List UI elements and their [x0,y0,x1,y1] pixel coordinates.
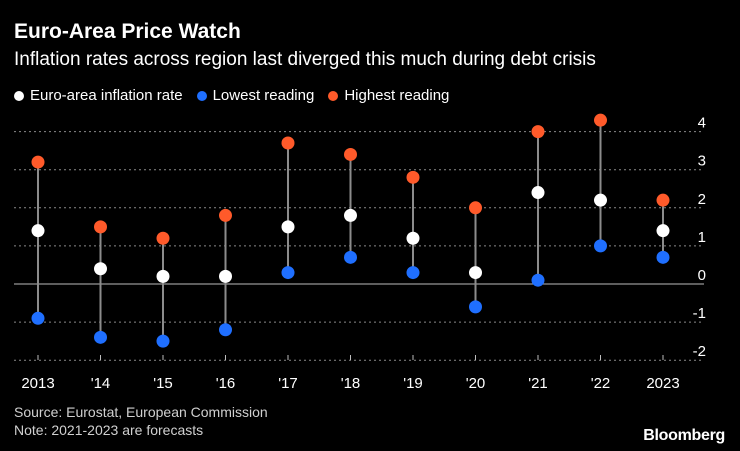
x-tick-label: 2013 [21,375,54,392]
legend-dot-blue [196,91,207,101]
highest-reading-point [469,201,482,215]
highest-reading-point [94,220,107,234]
lowest-reading-point [594,239,607,253]
legend-label-average: Euro-area inflation rate [30,87,183,104]
euro-area-inflation-point [594,193,607,207]
highest-reading-point [656,193,670,207]
highest-reading-point [594,113,607,127]
legend-dot-orange [328,91,339,101]
euro-area-inflation-point [656,224,670,238]
forecast-note: Note: 2021-2023 are forecasts [14,422,204,438]
euro-area-inflation-point [344,208,357,222]
y-tick-label: 3 [698,153,706,170]
lowest-reading-point [156,334,170,348]
x-tick-label: '14 [91,375,111,392]
lowest-reading-point [281,266,295,280]
x-tick-label: '21 [528,375,548,392]
euro-area-inflation-point [281,220,295,234]
euro-area-inflation-point [469,266,482,280]
y-tick-label: 4 [698,115,706,132]
highest-reading-point [281,136,295,150]
euro-area-inflation-point [531,186,545,200]
euro-area-inflation-point [406,231,420,245]
x-tick-label: '15 [153,375,173,392]
lowest-reading-point [656,250,670,264]
legend-label-lowest: Lowest reading [212,87,315,104]
x-tick-label: '19 [403,375,423,392]
legend-item-highest: Highest reading [328,86,449,106]
euro-area-inflation-point [156,269,170,283]
lowest-reading-point [344,250,357,264]
euro-area-inflation-point [31,224,45,238]
y-tick-label: 0 [698,267,706,284]
highest-reading-point [31,155,45,169]
lowest-reading-point [406,266,420,280]
x-tick-label: '16 [216,375,236,392]
x-tick-label: '17 [278,375,298,392]
highest-reading-point [531,125,545,139]
lowest-reading-point [531,273,545,287]
highest-reading-point [156,231,170,245]
highest-reading-point [344,147,357,161]
y-tick-label: -2 [693,343,706,360]
chart-subtitle: Inflation rates across region last diver… [14,49,596,70]
bloomberg-logo: Bloomberg [643,427,725,444]
euro-area-inflation-point [94,262,107,276]
highest-reading-point [219,208,232,222]
lowest-reading-point [94,330,107,344]
highest-reading-point [406,170,420,184]
source-note: Source: Eurostat, European Commission [14,404,268,420]
chart-title: Euro-Area Price Watch [14,20,241,43]
y-tick-label: 1 [698,229,706,246]
legend-item-average: Euro-area inflation rate [14,86,183,106]
lowest-reading-point [219,323,232,337]
y-tick-label: 2 [698,191,706,208]
lowest-reading-point [31,311,45,325]
x-tick-label: '18 [341,375,361,392]
x-tick-label: '20 [466,375,486,392]
legend-item-lowest: Lowest reading [196,86,315,106]
legend-label-highest: Highest reading [344,87,450,104]
legend: Euro-area inflation rate Lowest reading … [14,86,463,106]
legend-dot-white [14,91,24,101]
x-tick-label: 2023 [646,375,679,392]
y-tick-label: -1 [693,305,706,322]
lowest-reading-point [469,300,482,314]
euro-area-inflation-point [219,269,232,283]
x-tick-label: '22 [591,375,611,392]
